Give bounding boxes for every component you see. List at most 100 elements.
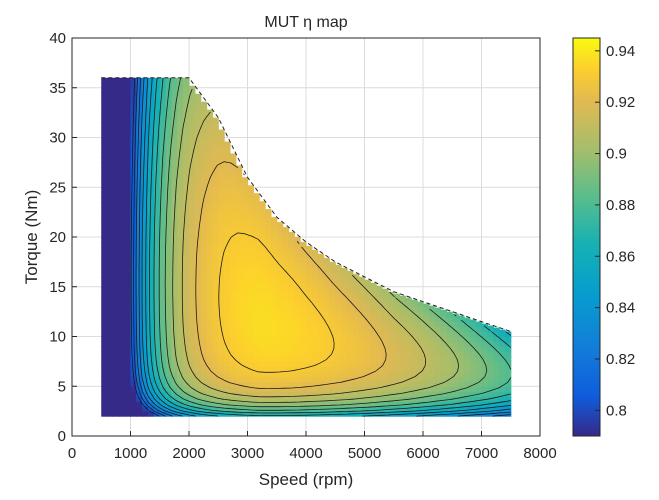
efficiency-cell (393, 401, 401, 407)
efficiency-cell (364, 291, 371, 298)
efficiency-cell (341, 306, 348, 313)
efficiency-cell (434, 341, 442, 348)
efficiency-cell (148, 336, 155, 343)
efficiency-cell (452, 346, 459, 353)
efficiency-cell (148, 286, 155, 293)
efficiency-cell (124, 102, 132, 109)
efficiency-cell (206, 167, 213, 173)
efficiency-cell (499, 371, 506, 377)
efficiency-cell (177, 117, 184, 124)
efficiency-cell (171, 381, 178, 387)
efficiency-cell (300, 251, 307, 258)
efficiency-cell (399, 296, 407, 303)
efficiency-cell (165, 107, 173, 114)
efficiency-cell (118, 246, 126, 253)
efficiency-cell (499, 401, 506, 407)
efficiency-cell (399, 346, 407, 353)
efficiency-cell (253, 197, 260, 203)
efficiency-cell (270, 222, 278, 228)
efficiency-cell (282, 286, 290, 293)
efficiency-cell (118, 341, 126, 348)
efficiency-cell (189, 361, 196, 367)
efficiency-cell (428, 356, 436, 362)
efficiency-cell (118, 281, 126, 288)
efficiency-cell (270, 331, 278, 338)
efficiency-cell (148, 197, 155, 203)
efficiency-cell (504, 381, 512, 387)
efficiency-cell (118, 217, 126, 223)
efficiency-cell (212, 286, 219, 293)
efficiency-cell (241, 296, 249, 303)
efficiency-cell (224, 172, 231, 178)
efficiency-cell (183, 241, 190, 248)
efficiency-cell (142, 381, 149, 387)
efficiency-cell (165, 411, 173, 417)
efficiency-cell (382, 316, 389, 323)
efficiency-cell (382, 311, 389, 318)
efficiency-cell (265, 296, 272, 303)
efficiency-cell (200, 346, 208, 353)
efficiency-cell (218, 241, 225, 248)
efficiency-cell (317, 253, 325, 258)
efficiency-cell (153, 117, 161, 124)
efficiency-cell (107, 396, 114, 402)
efficiency-cell (411, 356, 418, 362)
efficiency-cell (346, 306, 354, 313)
efficiency-cell (276, 306, 284, 313)
efficiency-cell (241, 256, 249, 263)
efficiency-cell (124, 122, 132, 129)
efficiency-cell (241, 311, 249, 318)
efficiency-cell (200, 301, 208, 308)
efficiency-cell (107, 376, 114, 382)
efficiency-cell (458, 361, 465, 367)
efficiency-cell (124, 227, 132, 233)
efficiency-cell (142, 152, 149, 159)
efficiency-cell (265, 291, 272, 298)
efficiency-cell (136, 132, 143, 139)
efficiency-cell (171, 386, 178, 392)
efficiency-cell (165, 177, 173, 183)
efficiency-cell (300, 386, 307, 392)
efficiency-cell (253, 351, 260, 357)
efficiency-cell (370, 401, 377, 407)
efficiency-cell (423, 391, 430, 397)
efficiency-cell (323, 326, 330, 333)
efficiency-cell (189, 336, 196, 343)
efficiency-cell (112, 391, 120, 397)
efficiency-cell (177, 401, 184, 407)
efficiency-cell (206, 241, 213, 248)
efficiency-cell (200, 271, 208, 278)
efficiency-cell (200, 112, 208, 119)
efficiency-cell (177, 147, 184, 154)
efficiency-cell (446, 396, 453, 402)
efficiency-cell (253, 256, 260, 263)
efficiency-cell (177, 251, 184, 258)
efficiency-cell (253, 326, 260, 333)
efficiency-cell (253, 366, 260, 372)
efficiency-cell (247, 306, 254, 313)
efficiency-cell (206, 112, 213, 119)
efficiency-cell (265, 286, 272, 293)
efficiency-cell (317, 261, 325, 268)
efficiency-cell (247, 286, 254, 293)
efficiency-cell (317, 301, 325, 308)
efficiency-cell (229, 207, 237, 213)
efficiency-cell (235, 241, 243, 248)
efficiency-cell (229, 157, 237, 163)
efficiency-cell (504, 346, 512, 353)
efficiency-cell (270, 246, 278, 253)
efficiency-cell (177, 222, 184, 228)
efficiency-cell (212, 391, 219, 397)
efficiency-cell (224, 396, 231, 402)
efficiency-cell (399, 381, 407, 387)
efficiency-cell (124, 251, 132, 258)
efficiency-cell (107, 187, 114, 193)
efficiency-cell (148, 142, 155, 149)
efficiency-cell (259, 232, 266, 238)
efficiency-cell (136, 351, 143, 357)
efficiency-cell (440, 309, 447, 313)
efficiency-cell (229, 192, 237, 198)
efficiency-cell (194, 102, 202, 109)
efficiency-cell (189, 241, 196, 248)
